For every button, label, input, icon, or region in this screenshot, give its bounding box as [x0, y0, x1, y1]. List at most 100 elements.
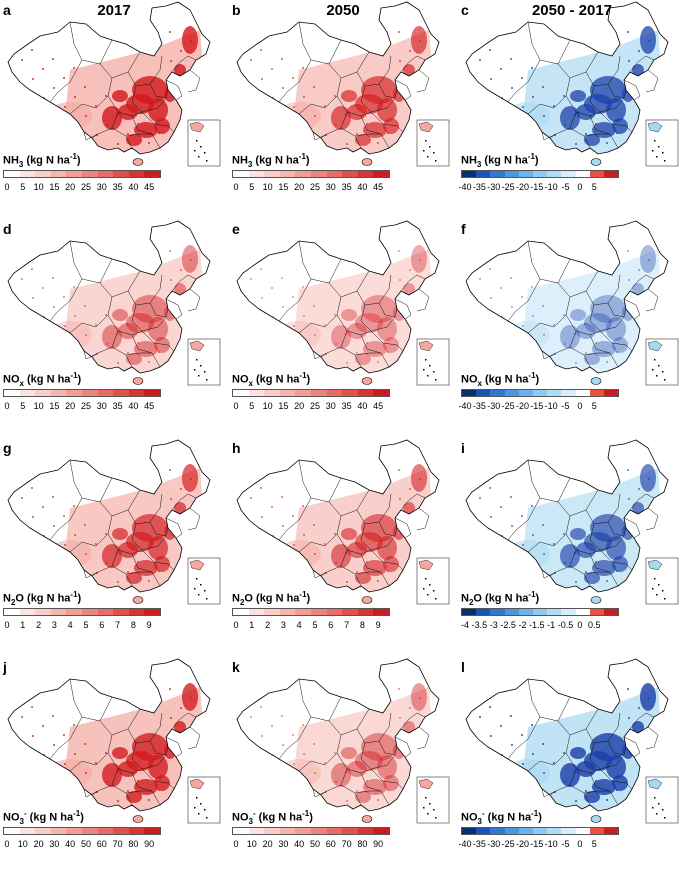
- colorbar-tick-label: -20: [515, 401, 529, 411]
- colorbar-tick-label: 20: [33, 839, 44, 849]
- colorbar-tick-label: 8: [359, 620, 365, 630]
- colorbar-tick-label: -25: [501, 401, 515, 411]
- hainan-island: [361, 815, 373, 823]
- colorbar-tick-label: 30: [278, 839, 289, 849]
- colorbar-tick-label: -1.5: [529, 620, 545, 630]
- colorbar-swatch: [373, 828, 389, 834]
- colorbar-swatch: [279, 828, 296, 834]
- china-map: [236, 658, 450, 824]
- map-fill: [478, 26, 668, 154]
- panel-letter: e: [232, 221, 240, 237]
- legend-title: NOx (kg N ha-1): [232, 371, 311, 388]
- colorbar-tick-label: 3: [280, 620, 286, 630]
- colorbar-legend: NO3- (kg N ha-1) -40 -35 -30 -25 -20 -15 -10 -5 0…: [458, 809, 683, 857]
- legend-title: N2O (kg N ha-1): [232, 590, 311, 607]
- colorbar-legend: NO3- (kg N ha-1) 0 10 20 30 40 50 60 70 80 90: [232, 809, 454, 857]
- legend-title: NOx (kg N ha-1): [461, 371, 540, 388]
- colorbar-ticks: 0 5 10 15 20 25 30 35 40 45: [232, 182, 400, 194]
- column-title: 2050: [326, 2, 360, 19]
- colorbar-swatch: [357, 171, 374, 177]
- map-fill: [249, 245, 439, 373]
- colorbar-ticks: -4 -3.5 -3 -2.5 -2 -1.5 -1 -0.5 0 0.5: [461, 620, 629, 632]
- colorbar-swatch: [97, 171, 114, 177]
- colorbar-swatch: [113, 171, 129, 177]
- colorbar-swatch: [66, 828, 82, 834]
- colorbar-tick-label: 90: [373, 839, 384, 849]
- colorbar-swatch: [547, 828, 562, 834]
- colorbar-legend: NH3 (kg N ha-1) 0 5 10 15 20 25 30 35 40 45: [3, 152, 225, 200]
- colorbar-tick-label: 9: [375, 620, 381, 630]
- colorbar-tick-label: 0: [233, 401, 239, 411]
- colorbar-tick-label: 30: [49, 839, 60, 849]
- colorbar-swatch: [589, 828, 604, 834]
- colorbar-swatch: [50, 609, 67, 615]
- colorbar-swatch: [81, 828, 98, 834]
- colorbar-swatch: [326, 609, 343, 615]
- colorbar-tick-label: -25: [501, 182, 515, 192]
- colorbar-tick-label: 8: [130, 620, 136, 630]
- colorbar-swatch: [248, 828, 265, 834]
- colorbar-swatch: [310, 390, 327, 396]
- colorbar-tick-label: 5: [312, 620, 318, 630]
- colorbar-tick-label: 0: [233, 620, 239, 630]
- colorbar-swatch: [4, 171, 20, 177]
- colorbar-swatch: [233, 609, 249, 615]
- colorbar-tick-label: 70: [341, 839, 352, 849]
- colorbar-tick-label: 20: [65, 182, 76, 192]
- colorbar-swatch: [233, 828, 249, 834]
- colorbar-tick-label: 10: [246, 839, 257, 849]
- colorbar-swatch: [490, 390, 505, 396]
- colorbar-swatch: [144, 828, 160, 834]
- colorbar-tick-label: -30: [487, 182, 501, 192]
- colorbar-tick-label: 35: [112, 182, 123, 192]
- colorbar-tick-label: -1: [547, 620, 556, 630]
- colorbar-tick-label: -40: [458, 182, 472, 192]
- colorbar-tick-label: 0: [4, 839, 10, 849]
- colorbar-swatch: [575, 171, 590, 177]
- colorbar-swatch: [4, 828, 20, 834]
- colorbar-legend: N2O (kg N ha-1) 0 1 2 3 4 5 6 7 8 9: [232, 590, 454, 638]
- colorbar-swatch: [128, 609, 145, 615]
- colorbar-legend: N2O (kg N ha-1) -4 -3.5 -3 -2.5 -2 -1.5 -1 -0.5 0…: [461, 590, 683, 638]
- colorbar-swatch: [547, 390, 562, 396]
- colorbar-swatch: [532, 390, 548, 396]
- colorbar-tick-label: -10: [544, 401, 558, 411]
- colorbar-swatch: [233, 171, 249, 177]
- map-fill: [478, 683, 668, 811]
- colorbar-swatch: [35, 828, 51, 834]
- map-panel-d: d NOx (kg N ha-1) 0 5 10 15 20 25 30 35 40 45: [0, 219, 228, 438]
- south-china-sea-inset: [416, 338, 450, 386]
- colorbar-swatch: [462, 390, 477, 396]
- colorbar-legend: NOx (kg N ha-1) 0 5 10 15 20 25 30 35 40 45: [3, 371, 225, 419]
- south-china-sea-inset: [416, 119, 450, 167]
- colorbar-swatch: [342, 609, 358, 615]
- colorbar-tick-label: 0: [577, 182, 583, 192]
- colorbar-swatch: [575, 609, 590, 615]
- colorbar-swatch: [490, 828, 505, 834]
- south-china-sea-inset: [416, 557, 450, 605]
- colorbar-swatch: [279, 609, 296, 615]
- colorbar-swatch: [35, 171, 51, 177]
- colorbar-swatch: [603, 609, 619, 615]
- colorbar-tick-label: -3: [489, 620, 498, 630]
- legend-title: NH3 (kg N ha-1): [3, 152, 81, 169]
- colorbar-tick-label: -10: [544, 839, 558, 849]
- colorbar-swatch: [603, 390, 619, 396]
- column-title: 2050 - 2017: [531, 2, 613, 19]
- map-fill: [20, 464, 210, 592]
- colorbar-swatch: [561, 171, 576, 177]
- colorbar: [461, 389, 619, 397]
- colorbar-tick-label: 5: [591, 839, 597, 849]
- colorbar-swatch: [462, 609, 477, 615]
- colorbar-swatch: [310, 828, 327, 834]
- colorbar-tick-label: 35: [341, 401, 352, 411]
- colorbar-swatch: [575, 390, 590, 396]
- colorbar-tick-label: -4: [460, 620, 470, 630]
- panel-letter: h: [232, 440, 241, 456]
- colorbar-swatch: [144, 171, 160, 177]
- colorbar-tick-label: 2: [265, 620, 271, 630]
- colorbar-swatch: [248, 609, 265, 615]
- legend-title: N2O (kg N ha-1): [3, 590, 82, 607]
- legend-title: NO3- (kg N ha-1): [461, 809, 542, 826]
